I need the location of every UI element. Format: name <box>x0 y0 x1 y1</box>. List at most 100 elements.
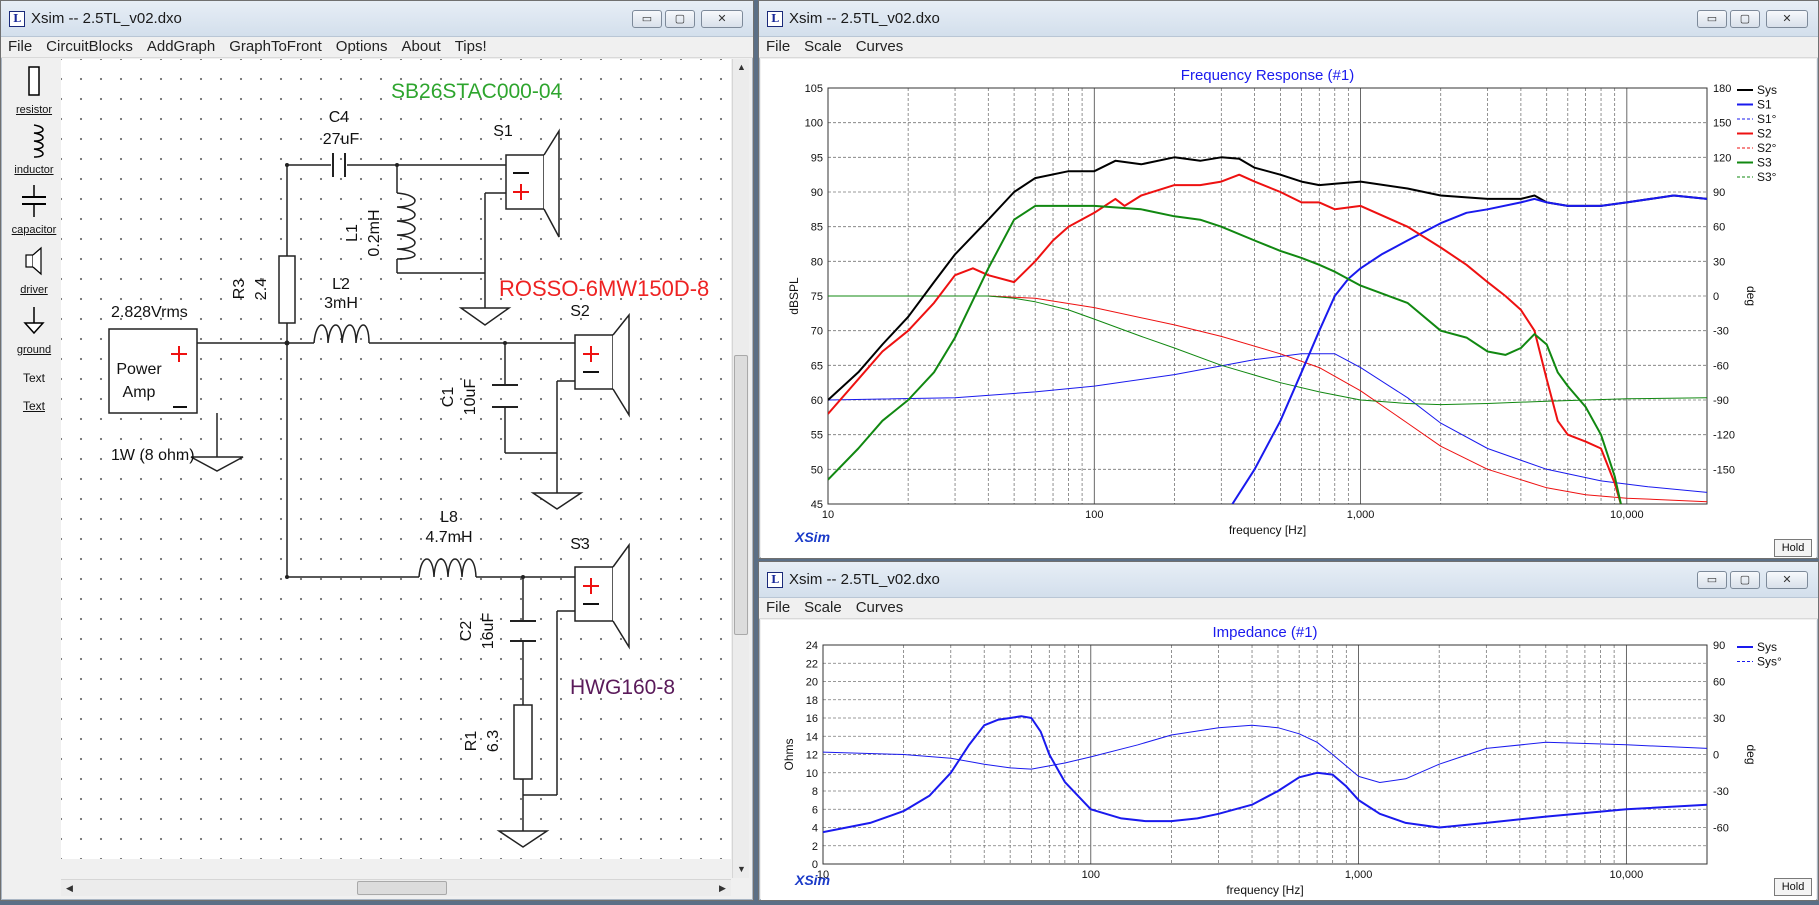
close-button[interactable]: ✕ <box>1766 10 1808 28</box>
y-tick-label: 20 <box>806 677 818 689</box>
menu-file[interactable]: File <box>766 38 791 55</box>
minimize-button[interactable]: ▭ <box>1697 571 1727 589</box>
inductor-l1[interactable] <box>396 192 416 260</box>
capacitor-c1[interactable] <box>492 384 518 408</box>
chart-title: Impedance (#1) <box>1212 624 1317 641</box>
tool-driver[interactable]: driver <box>9 243 59 296</box>
schematic-canvas[interactable]: C4 27uF L1 0.2mH R3 2.4 L2 3mH C1 10uF L… <box>61 59 731 859</box>
inductor-l8[interactable] <box>418 558 477 578</box>
menu-addgraph[interactable]: AddGraph <box>146 38 216 55</box>
minimize-button[interactable]: ▭ <box>632 10 662 28</box>
y-tick-label: 85 <box>811 222 823 234</box>
horizontal-scroll-thumb[interactable] <box>357 881 447 895</box>
y-tick-label: 14 <box>806 731 818 743</box>
xsim-app-icon: L <box>767 11 783 27</box>
x-axis-label: frequency [Hz] <box>1229 523 1306 537</box>
menu-curves[interactable]: Curves <box>855 599 904 616</box>
y2-tick-label: -90 <box>1713 395 1729 407</box>
scroll-left-arrow[interactable]: ◀ <box>66 883 73 893</box>
y-tick-label: 60 <box>811 395 823 407</box>
menu-options[interactable]: Options <box>335 38 388 55</box>
maximize-button[interactable]: ▢ <box>1730 571 1760 589</box>
ground-symbols <box>190 307 584 848</box>
r3-value: 2.4 <box>253 278 270 300</box>
c4-label: C4 <box>329 109 350 126</box>
menu-circuitblocks[interactable]: CircuitBlocks <box>46 38 133 55</box>
tool-inductor[interactable]: inductor <box>9 123 59 176</box>
inductor-l2[interactable] <box>313 324 370 344</box>
close-button[interactable]: ✕ <box>701 10 743 28</box>
frequency-titlebar[interactable]: L Xsim -- 2.5TL_v02.dxo ▭ ▢ ✕ <box>759 1 1818 37</box>
y2-tick-label: -30 <box>1713 786 1729 798</box>
l2-label: L2 <box>332 276 350 293</box>
s3-label: S3 <box>570 536 590 553</box>
menu-graphtofront[interactable]: GraphToFront <box>229 38 322 55</box>
y2-tick-label: 30 <box>1713 256 1725 268</box>
menu-file[interactable]: File <box>766 599 791 616</box>
mid-driver-name[interactable]: ROSSO-6MW150D-8 <box>499 276 709 301</box>
y-tick-label: 4 <box>812 823 818 835</box>
tweeter-name[interactable]: SB26STAC000-04 <box>391 80 563 103</box>
capacitor-c4[interactable] <box>332 153 346 177</box>
hold-button[interactable]: Hold <box>1774 539 1812 557</box>
resistor-r3[interactable] <box>278 255 296 324</box>
y2-tick-label: 60 <box>1713 677 1725 689</box>
schematic-vertical-scrollbar[interactable]: ▲ ▼ <box>732 59 749 878</box>
menu-scale[interactable]: Scale <box>804 599 842 616</box>
tool-label-capacitor: capacitor <box>11 224 57 236</box>
maximize-button[interactable]: ▢ <box>665 10 695 28</box>
tool-text[interactable]: Text <box>9 369 59 387</box>
y2-tick-label: 30 <box>1713 713 1725 725</box>
component-toolbox: resistor inductor capacitor driver groun… <box>9 59 59 870</box>
speaker-s3[interactable] <box>574 542 630 650</box>
tool-ground[interactable]: ground <box>9 303 59 356</box>
woofer-name[interactable]: HWG160-8 <box>570 676 675 699</box>
tool-resistor[interactable]: resistor <box>9 63 59 116</box>
power-amp[interactable] <box>108 328 198 414</box>
capacitor-c2[interactable] <box>510 620 536 642</box>
maximize-button[interactable]: ▢ <box>1730 10 1760 28</box>
menu-about[interactable]: About <box>401 38 441 55</box>
tool-capacitor[interactable]: capacitor <box>9 183 59 236</box>
y-tick-label: 95 <box>811 152 823 164</box>
frequency-response-chart: Frequency Response (#1) 45 50 55 60 65 70 75 80 8… <box>787 67 1777 537</box>
y2-tick-label: -150 <box>1713 464 1735 476</box>
c2-value: 16uF <box>480 613 497 650</box>
y-tick-label: 8 <box>812 786 818 798</box>
resistor-r1[interactable] <box>513 704 533 780</box>
scroll-right-arrow[interactable]: ▶ <box>719 883 726 893</box>
y-tick-label: 100 <box>805 118 823 130</box>
tool-label-text-2: Text <box>22 399 45 413</box>
window-title: Xsim -- 2.5TL_v02.dxo <box>789 571 940 588</box>
menu-file[interactable]: File <box>8 38 33 55</box>
y-axis-label: dBSPL <box>787 277 801 315</box>
l1-value: 0.2mH <box>366 209 383 256</box>
frequency-graph-area[interactable]: Frequency Response (#1) 45 50 55 60 65 70 75 80 8… <box>761 59 1816 558</box>
series-line-s2 <box>828 173 1622 504</box>
schematic-titlebar[interactable]: L Xsim -- 2.5TL_v02.dxo ▭ ▢ ✕ <box>1 1 753 37</box>
series-line-s3 <box>828 204 1622 504</box>
vertical-scroll-thumb[interactable] <box>734 355 748 635</box>
impedance-titlebar[interactable]: L Xsim -- 2.5TL_v02.dxo ▭ ▢ ✕ <box>759 562 1818 598</box>
schematic-window: L Xsim -- 2.5TL_v02.dxo ▭ ▢ ✕ File Circui… <box>0 0 754 901</box>
menu-scale[interactable]: Scale <box>804 38 842 55</box>
scroll-up-arrow[interactable]: ▲ <box>737 62 746 72</box>
scroll-down-arrow[interactable]: ▼ <box>737 864 746 874</box>
close-button[interactable]: ✕ <box>1766 571 1808 589</box>
impedance-graph-area[interactable]: Impedance (#1) 0 2 4 6 8 10 12 14 16 18 20 22 24 -60 -3… <box>761 620 1816 900</box>
y-tick-label: 105 <box>805 83 823 95</box>
ground-icon <box>23 307 45 335</box>
minimize-button[interactable]: ▭ <box>1697 10 1727 28</box>
r1-value: 6.3 <box>485 730 502 752</box>
menu-curves[interactable]: Curves <box>855 38 904 55</box>
speaker-s1[interactable] <box>505 128 560 238</box>
schematic-horizontal-scrollbar[interactable]: ◀ ▶ <box>61 879 731 896</box>
menu-tips[interactable]: Tips! <box>454 38 487 55</box>
tool-text-underline[interactable]: Text <box>9 399 59 413</box>
speaker-s2[interactable] <box>574 312 630 418</box>
hold-button[interactable]: Hold <box>1774 878 1812 896</box>
series-group <box>823 715 1707 834</box>
circuit-wires <box>197 164 575 831</box>
frequency-menubar: File Scale Curves <box>759 37 1818 58</box>
